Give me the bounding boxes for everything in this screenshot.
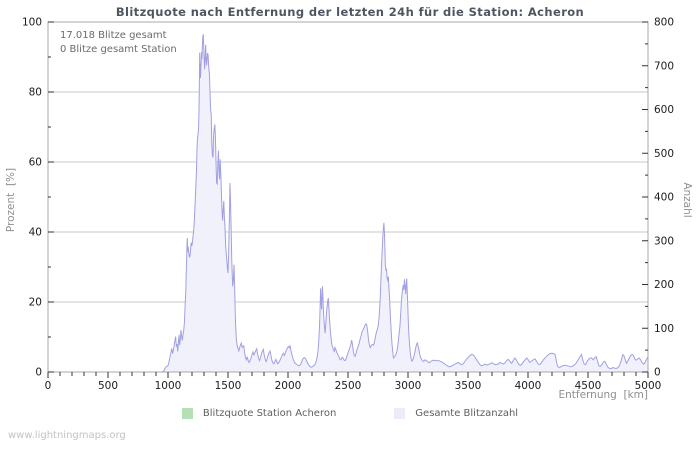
station-quote-label: Blitzquote Station Acheron xyxy=(202,408,337,419)
left-axis-title: Prozent [%] xyxy=(5,167,17,233)
left-tick-label: 80 xyxy=(29,87,42,99)
right-tick-label: 100 xyxy=(654,323,674,335)
total-count-line xyxy=(48,34,649,373)
left-tick-label: 100 xyxy=(22,17,42,29)
x-axis-title: Entfernung [km] xyxy=(558,389,648,401)
x-tick-label: 1500 xyxy=(215,380,242,392)
gridlines xyxy=(48,91,648,303)
right-tick-label: 500 xyxy=(654,148,674,160)
x-tick-label: 0 xyxy=(45,380,52,392)
axis-ticks xyxy=(47,21,649,378)
x-tick-label: 2000 xyxy=(275,380,302,392)
left-tick-label: 40 xyxy=(29,227,42,239)
watermark: www.lightningmaps.org xyxy=(8,430,126,441)
legend: Blitzquote Station Acheron Gesamte Blitz… xyxy=(0,408,700,419)
right-tick-label: 400 xyxy=(654,192,674,204)
right-tick-label: 200 xyxy=(654,279,674,291)
right-tick-label: 800 xyxy=(654,17,674,29)
x-tick-label: 4500 xyxy=(575,380,602,392)
station-quote-swatch xyxy=(181,408,193,419)
total-count-swatch xyxy=(394,408,406,419)
right-axis-title: Anzahl xyxy=(681,182,693,218)
x-tick-label: 5000 xyxy=(635,380,662,392)
station-strikes-label: 0 Blitze gesamt Station xyxy=(60,44,177,55)
x-tick-label: 4000 xyxy=(515,380,542,392)
left-tick-label: 0 xyxy=(35,367,42,379)
total-count-label: Gesamte Blitzanzahl xyxy=(415,408,519,419)
x-tick-label: 3000 xyxy=(395,380,422,392)
legend-item-total-count: Gesamte Blitzanzahl xyxy=(394,408,518,419)
x-tick-label: 3500 xyxy=(455,380,482,392)
x-tick-label: 500 xyxy=(98,380,118,392)
legend-item-station-quote: Blitzquote Station Acheron xyxy=(181,408,337,419)
right-tick-label: 300 xyxy=(654,235,674,247)
total-count-series xyxy=(48,34,649,373)
x-tick-label: 1000 xyxy=(155,380,182,392)
right-tick-label: 600 xyxy=(654,104,674,116)
x-tick-label: 2500 xyxy=(335,380,362,392)
total-strikes-label: 17.018 Blitze gesamt xyxy=(60,30,167,41)
left-tick-label: 20 xyxy=(29,297,42,309)
totals-annotation: 17.018 Blitze gesamt 0 Blitze gesamt Sta… xyxy=(60,29,177,57)
total-count-area xyxy=(48,34,648,373)
right-tick-label: 0 xyxy=(654,367,661,379)
right-tick-label: 700 xyxy=(654,60,674,72)
left-tick-label: 60 xyxy=(29,157,42,169)
plot-border xyxy=(47,21,649,373)
chart-title: Blitzquote nach Entfernung der letzten 2… xyxy=(115,5,585,19)
